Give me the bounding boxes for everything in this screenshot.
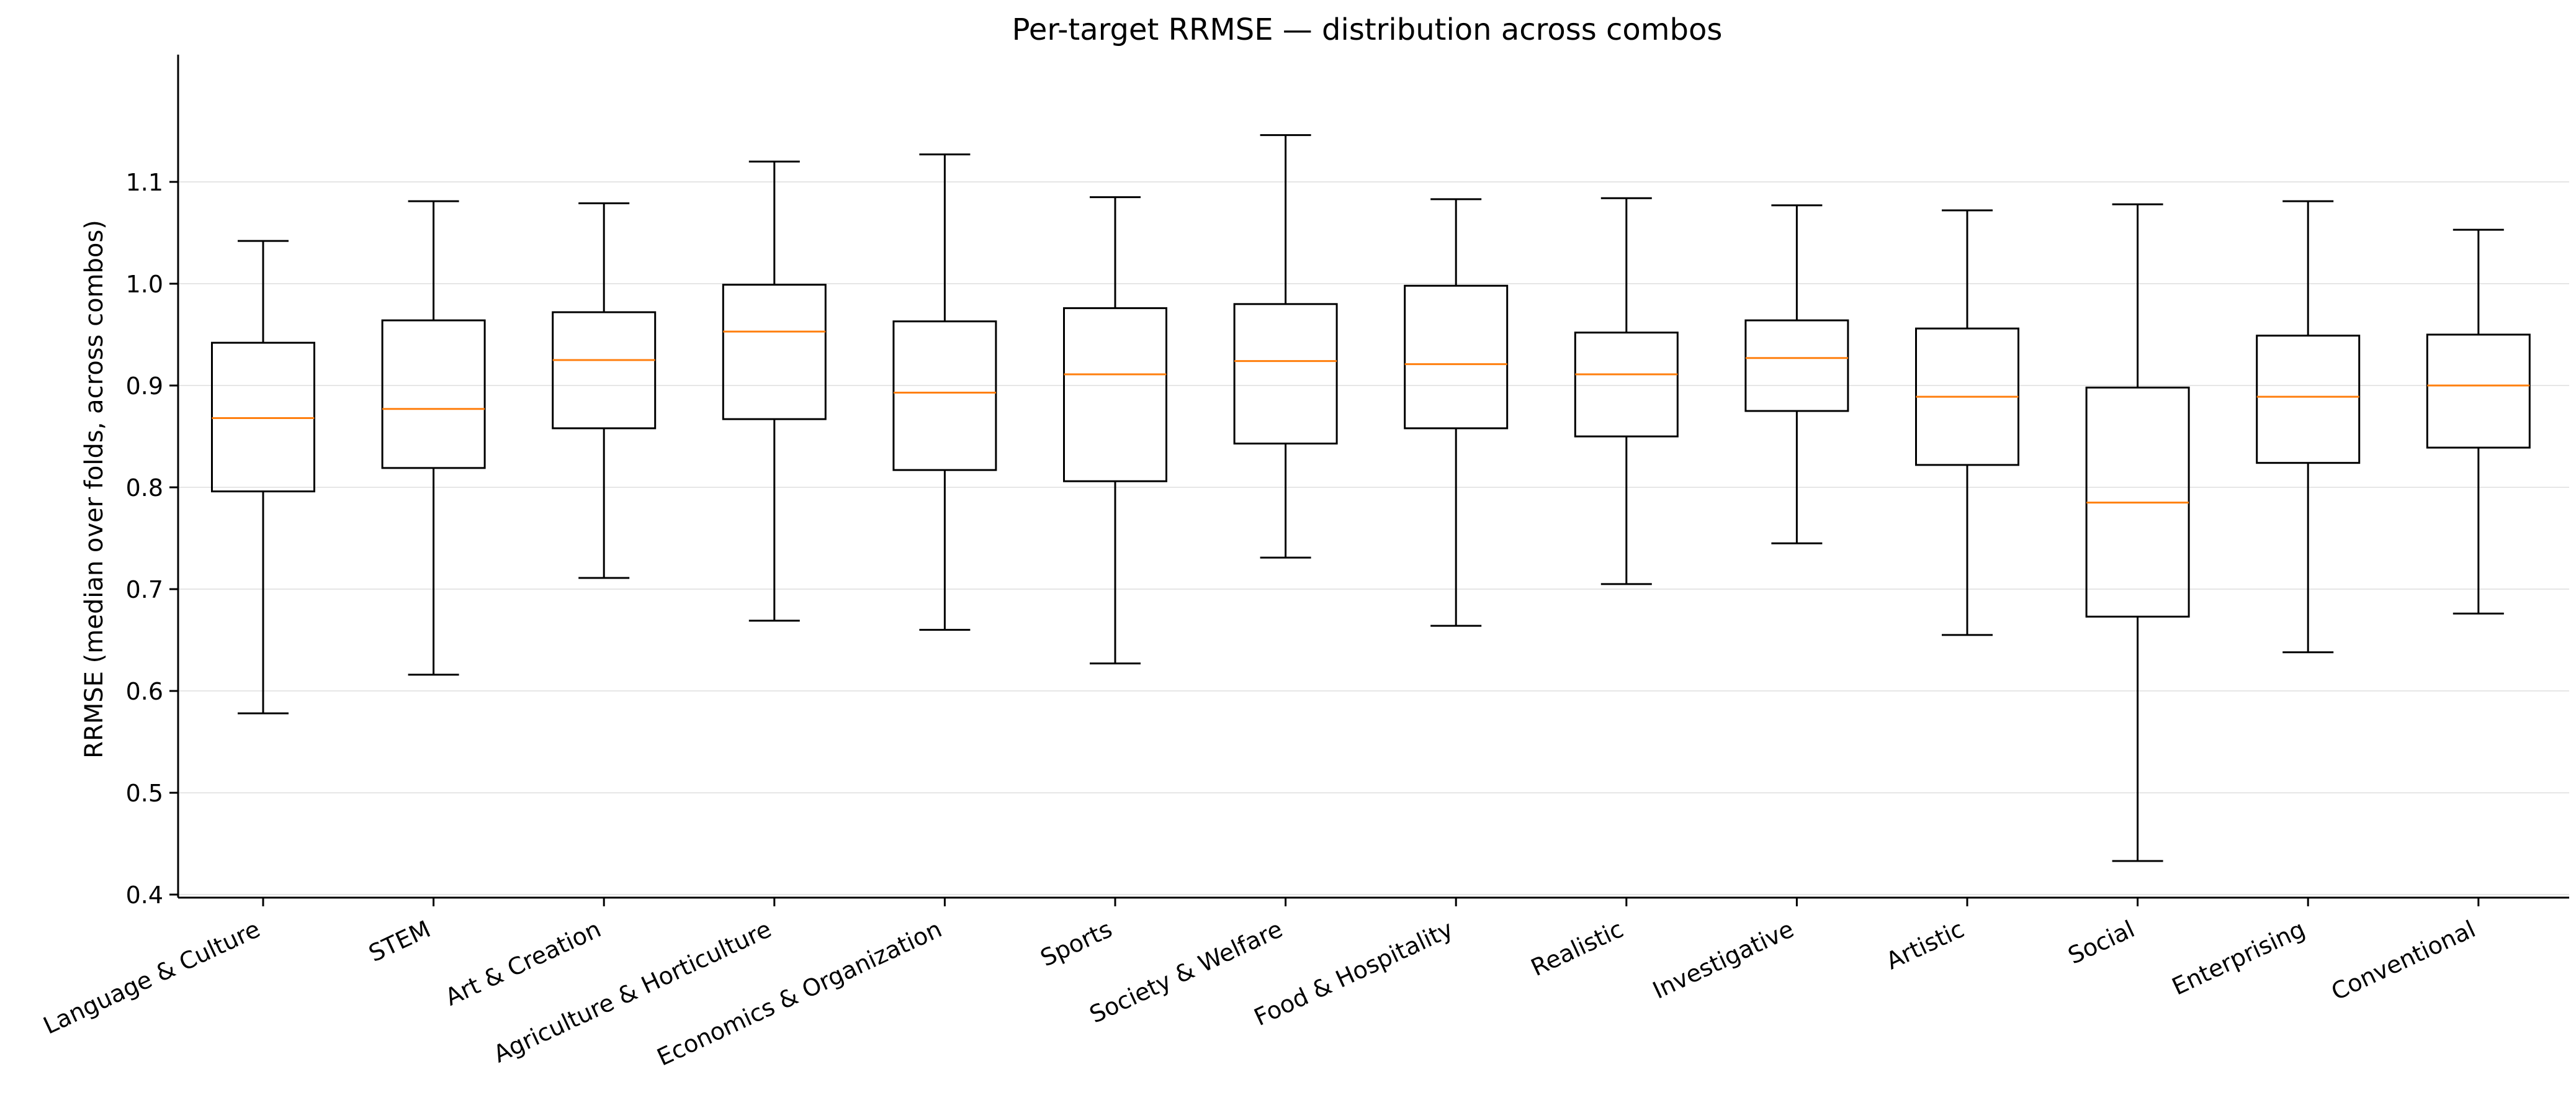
iqr-box [892,320,997,471]
box-8 [1404,198,1509,627]
box-14 [2426,228,2531,615]
x-tick-label: Economics & Organization [653,915,946,1071]
iqr-box [552,311,657,430]
x-tick-label: Language & Culture [39,915,264,1039]
x-tick-label: Sports [1036,915,1116,972]
x-tick-label: Enterprising [2168,915,2309,1000]
x-tick-label: Realistic [1527,915,1627,981]
x-tick-label: Art & Creation [441,915,605,1011]
y-tick-label: 1.1 [126,169,163,196]
box-12 [2085,203,2190,862]
box-13 [2256,200,2361,654]
iqr-box [722,284,827,420]
iqr-box [1744,319,1849,412]
box-3 [552,202,657,579]
iqr-box [1233,303,1338,445]
y-tick-label: 0.4 [126,881,163,909]
box-10 [1744,204,1849,544]
box-6 [1063,196,1167,665]
y-tick-label: 0.5 [126,780,163,807]
x-tick-label: Social [2064,915,2139,969]
x-tick-label: Agriculture & Horticulture [489,915,775,1068]
box-7 [1233,134,1338,559]
iqr-box [1404,284,1509,430]
iqr-box [1574,331,1679,438]
iqr-box [1063,307,1167,482]
box-5 [892,153,997,631]
box-11 [1915,209,2019,636]
y-tick-label: 0.9 [126,372,163,400]
y-tick-label: 0.7 [126,576,163,603]
iqr-box [381,319,486,469]
box-4 [722,160,827,622]
iqr-box [2256,335,2361,464]
y-tick-label: 0.6 [126,678,163,705]
grid-lines [178,181,2569,896]
box-9 [1574,197,1679,585]
y-ticks: 0.4 0.5 0.6 0.7 0.8 0.9 1.0 1.1 [126,169,178,909]
y-axis-label: RRMSE (median over folds, across combos) [80,220,109,759]
x-tick-label: STEM [364,915,434,967]
chart-title: Per-target RRMSE — distribution across c… [1012,12,1723,47]
x-tick-label: Artistic [1882,915,1968,975]
x-tick-label: Investigative [1648,915,1798,1004]
x-ticks: Language & Culture STEM Art & CreationAgri… [39,898,2480,1071]
box-2 [381,200,486,676]
y-tick-label: 1.0 [126,271,163,298]
iqr-box [211,341,315,493]
x-tick-label: Conventional [2327,915,2480,1006]
boxes [211,134,2531,862]
y-tick-label: 0.8 [126,474,163,502]
box-1 [211,240,315,715]
iqr-box [2426,333,2531,449]
axes [177,55,2569,899]
